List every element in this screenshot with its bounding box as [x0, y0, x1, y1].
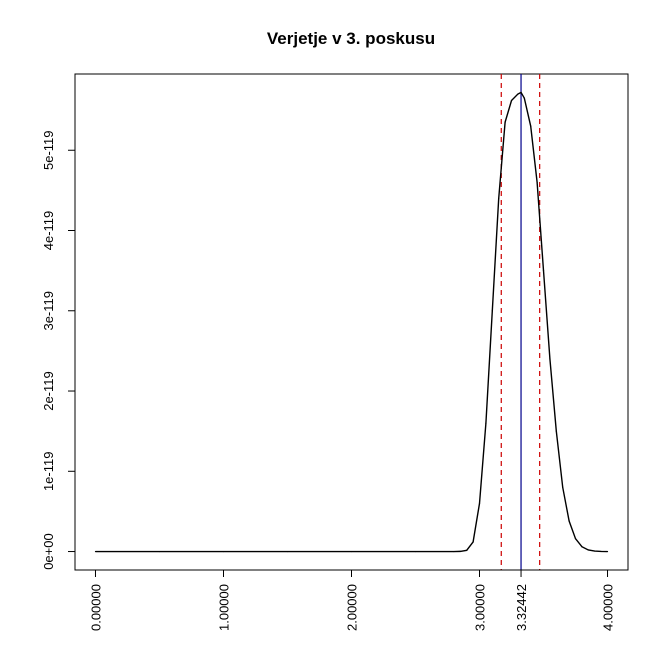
- y-tick-label: 1e-119: [41, 452, 56, 492]
- data-point: [466, 549, 468, 551]
- x-tick-label: 1.00000: [216, 584, 231, 631]
- data-point: [517, 93, 519, 95]
- x-tick-label: 2.00000: [345, 584, 360, 631]
- data-point: [523, 97, 525, 99]
- reference-lines: [500, 74, 541, 570]
- likelihood-curve: [95, 91, 608, 553]
- x-tick-label: 3.00000: [473, 584, 488, 631]
- series-group: [94, 91, 609, 553]
- data-point: [350, 550, 353, 553]
- data-point: [574, 538, 577, 540]
- data-point: [504, 121, 506, 123]
- data-point: [606, 550, 609, 553]
- data-point: [491, 310, 493, 312]
- x-tick-label: 4.00000: [601, 584, 616, 631]
- data-point: [536, 181, 538, 183]
- data-point: [498, 197, 500, 200]
- data-point: [485, 422, 487, 424]
- y-tick-label: 4e-119: [41, 211, 56, 251]
- data-point: [510, 99, 513, 102]
- data-point: [472, 541, 474, 543]
- data-point: [549, 358, 551, 360]
- data-point: [459, 550, 461, 552]
- data-point: [542, 270, 545, 272]
- data-point: [520, 91, 522, 94]
- x-axis: 0.00000 1.00000 2.00000 3.00000 3.32442 4.000…: [88, 569, 616, 631]
- data-point: [414, 550, 417, 553]
- y-tick-label: 2e-119: [41, 371, 56, 411]
- data-point: [555, 430, 557, 432]
- data-point: [581, 546, 583, 548]
- data-point: [94, 550, 97, 553]
- chart-title: Verjetje v 3. poskusu: [267, 29, 435, 48]
- data-point: [594, 550, 596, 552]
- y-tick-label: 5e-119: [41, 130, 56, 170]
- data-point: [568, 520, 570, 522]
- data-point: [530, 125, 532, 127]
- data-point: [600, 550, 602, 553]
- data-point: [478, 502, 481, 504]
- data-point: [286, 550, 289, 553]
- data-point: [587, 549, 589, 551]
- data-point: [453, 550, 455, 553]
- data-point: [158, 550, 161, 553]
- y-tick-label: 3e-119: [41, 291, 56, 331]
- data-point: [222, 550, 225, 553]
- y-axis: 0e+00 1e-119 2e-119 3e-119 4e-119 5e-119: [41, 130, 76, 570]
- y-tick-label: 0e+00: [41, 533, 56, 570]
- data-point: [562, 486, 564, 488]
- x-tick-label: 3.32442: [514, 584, 529, 631]
- plot-area-frame: [74, 73, 629, 571]
- x-tick-label: 0.00000: [88, 584, 103, 631]
